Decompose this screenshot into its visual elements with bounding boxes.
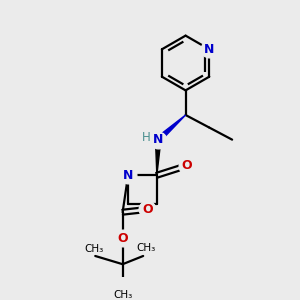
Polygon shape — [155, 140, 161, 175]
Text: N: N — [153, 133, 164, 146]
Text: N: N — [123, 169, 133, 182]
Text: CH₃: CH₃ — [136, 243, 155, 253]
Text: CH₃: CH₃ — [84, 244, 104, 254]
Text: O: O — [117, 232, 128, 245]
Text: O: O — [182, 159, 192, 172]
Text: H: H — [142, 131, 151, 144]
Polygon shape — [156, 115, 186, 142]
Text: CH₃: CH₃ — [113, 290, 132, 300]
Text: N: N — [204, 43, 214, 56]
Text: O: O — [142, 203, 153, 216]
